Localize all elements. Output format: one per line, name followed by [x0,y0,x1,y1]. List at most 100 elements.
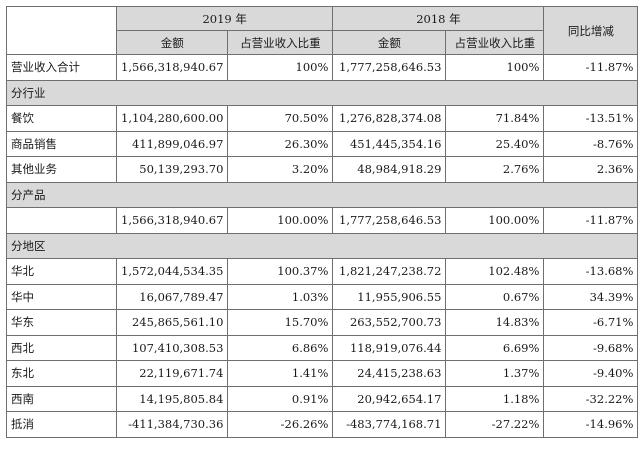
share-2018: 0.67% [445,283,545,310]
share-2018: 1.37% [445,360,545,387]
header-amount-2018: 金额 [332,30,447,55]
table-row: 餐饮 1,104,280,600.00 70.50% 1,276,828,374… [6,105,639,132]
amount-2018: 1,276,828,374.08 [332,105,447,132]
row-label: 华北 [6,258,117,285]
share-2019: 70.50% [227,105,334,132]
amount-2019: 1,104,280,600.00 [115,105,229,132]
row-label: 商品销售 [6,130,117,157]
header-share-2019: 占营业收入比重 [227,30,334,55]
table-row: 1,566,318,940.67 100.00% 1,777,258,646.5… [6,207,639,234]
row-label: 西南 [6,385,117,412]
amount-2019: 1,572,044,534.35 [115,258,229,285]
amount-2019: 14,195,805.84 [115,385,229,412]
revenue-breakdown-table: 2019 年 2018 年 同比增减 金额 占营业收入比重 金额 占营业收入比重… [5,6,639,438]
row-label: 西北 [6,334,117,361]
header-yoy: 同比增减 [543,6,639,55]
yoy-change: -9.68% [543,334,639,361]
header-amount-2019: 金额 [115,30,229,55]
amount-2019: -411,384,730.36 [115,411,229,438]
share-2019: 15.70% [227,309,334,336]
total-label: 营业收入合计 [6,54,117,81]
amount-2019: 16,067,789.47 [115,283,229,310]
table-row: 商品销售 411,899,046.97 26.30% 451,445,354.1… [6,130,639,157]
amount-2018: 48,984,918.29 [332,156,447,183]
amount-2018: 451,445,354.16 [332,130,447,157]
row-label: 抵消 [6,411,117,438]
amount-2018: 24,415,238.63 [332,360,447,387]
yoy-change: -13.68% [543,258,639,285]
amount-2019: 411,899,046.97 [115,130,229,157]
share-2019: 26.30% [227,130,334,157]
row-label: 东北 [6,360,117,387]
row-label: 其他业务 [6,156,117,183]
section-header-product: 分产品 [5,181,639,208]
section-title-region: 分地区 [5,232,639,259]
total-amount-2019: 1,566,318,940.67 [115,54,229,81]
amount-2018: 118,919,076.44 [332,334,447,361]
yoy-change: -6.71% [543,309,639,336]
amount-2018: 11,955,906.55 [332,283,447,310]
yoy-change: 34.39% [543,283,639,310]
share-2018: 6.69% [445,334,545,361]
amount-2019: 50,139,293.70 [115,156,229,183]
total-yoy: -11.87% [543,54,639,81]
table-row: 华中 16,067,789.47 1.03% 11,955,906.55 0.6… [6,283,639,310]
amount-2018: 1,821,247,238.72 [332,258,447,285]
yoy-change: -14.96% [543,411,639,438]
total-share-2018: 100% [445,54,545,81]
share-2019: 100.00% [227,207,334,234]
amount-2018: 263,552,700.73 [332,309,447,336]
row-label: 餐饮 [6,105,117,132]
table-row: 华东 245,865,561.10 15.70% 263,552,700.73 … [6,309,639,336]
yoy-change: -13.51% [543,105,639,132]
share-2019: -26.26% [227,411,334,438]
share-2018: -27.22% [445,411,545,438]
share-2019: 6.86% [227,334,334,361]
revenue-table-container: 2019 年 2018 年 同比增减 金额 占营业收入比重 金额 占营业收入比重… [5,6,639,438]
section-title-product: 分产品 [5,181,639,208]
section-header-industry: 分行业 [5,79,639,106]
share-2018: 14.83% [445,309,545,336]
amount-2019: 22,119,671.74 [115,360,229,387]
share-2019: 1.03% [227,283,334,310]
total-row: 营业收入合计 1,566,318,940.67 100% 1,777,258,6… [6,54,639,81]
header-year-2019: 2019 年 [115,6,334,31]
share-2018: 25.40% [445,130,545,157]
amount-2019: 245,865,561.10 [115,309,229,336]
table-row: 抵消 -411,384,730.36 -26.26% -483,774,168.… [6,411,639,438]
share-2018: 2.76% [445,156,545,183]
share-2018: 100.00% [445,207,545,234]
yoy-change: -8.76% [543,130,639,157]
header-row-years: 2019 年 2018 年 同比增减 [6,6,639,55]
amount-2018: 1,777,258,646.53 [332,207,447,234]
share-2019: 3.20% [227,156,334,183]
share-2018: 71.84% [445,105,545,132]
share-2019: 0.91% [227,385,334,412]
row-label: 华东 [6,309,117,336]
row-label [6,207,117,234]
header-corner-cell [6,6,117,55]
share-2018: 1.18% [445,385,545,412]
yoy-change: 2.36% [543,156,639,183]
amount-2018: -483,774,168.71 [332,411,447,438]
total-amount-2018: 1,777,258,646.53 [332,54,447,81]
share-2019: 100.37% [227,258,334,285]
yoy-change: -9.40% [543,360,639,387]
share-2018: 102.48% [445,258,545,285]
table-row: 东北 22,119,671.74 1.41% 24,415,238.63 1.3… [6,360,639,387]
row-label: 华中 [6,283,117,310]
share-2019: 1.41% [227,360,334,387]
amount-2019: 1,566,318,940.67 [115,207,229,234]
section-title-industry: 分行业 [5,79,639,106]
yoy-change: -32.22% [543,385,639,412]
section-header-region: 分地区 [5,232,639,259]
table-row: 其他业务 50,139,293.70 3.20% 48,984,918.29 2… [6,156,639,183]
amount-2019: 107,410,308.53 [115,334,229,361]
table-row: 西北 107,410,308.53 6.86% 118,919,076.44 6… [6,334,639,361]
amount-2018: 20,942,654.17 [332,385,447,412]
table-row: 华北 1,572,044,534.35 100.37% 1,821,247,23… [6,258,639,285]
header-row-columns: 金额 占营业收入比重 金额 占营业收入比重 [7,30,638,55]
header-year-2018: 2018 年 [332,6,545,31]
header-share-2018: 占营业收入比重 [445,30,545,55]
table-row: 西南 14,195,805.84 0.91% 20,942,654.17 1.1… [6,385,639,412]
